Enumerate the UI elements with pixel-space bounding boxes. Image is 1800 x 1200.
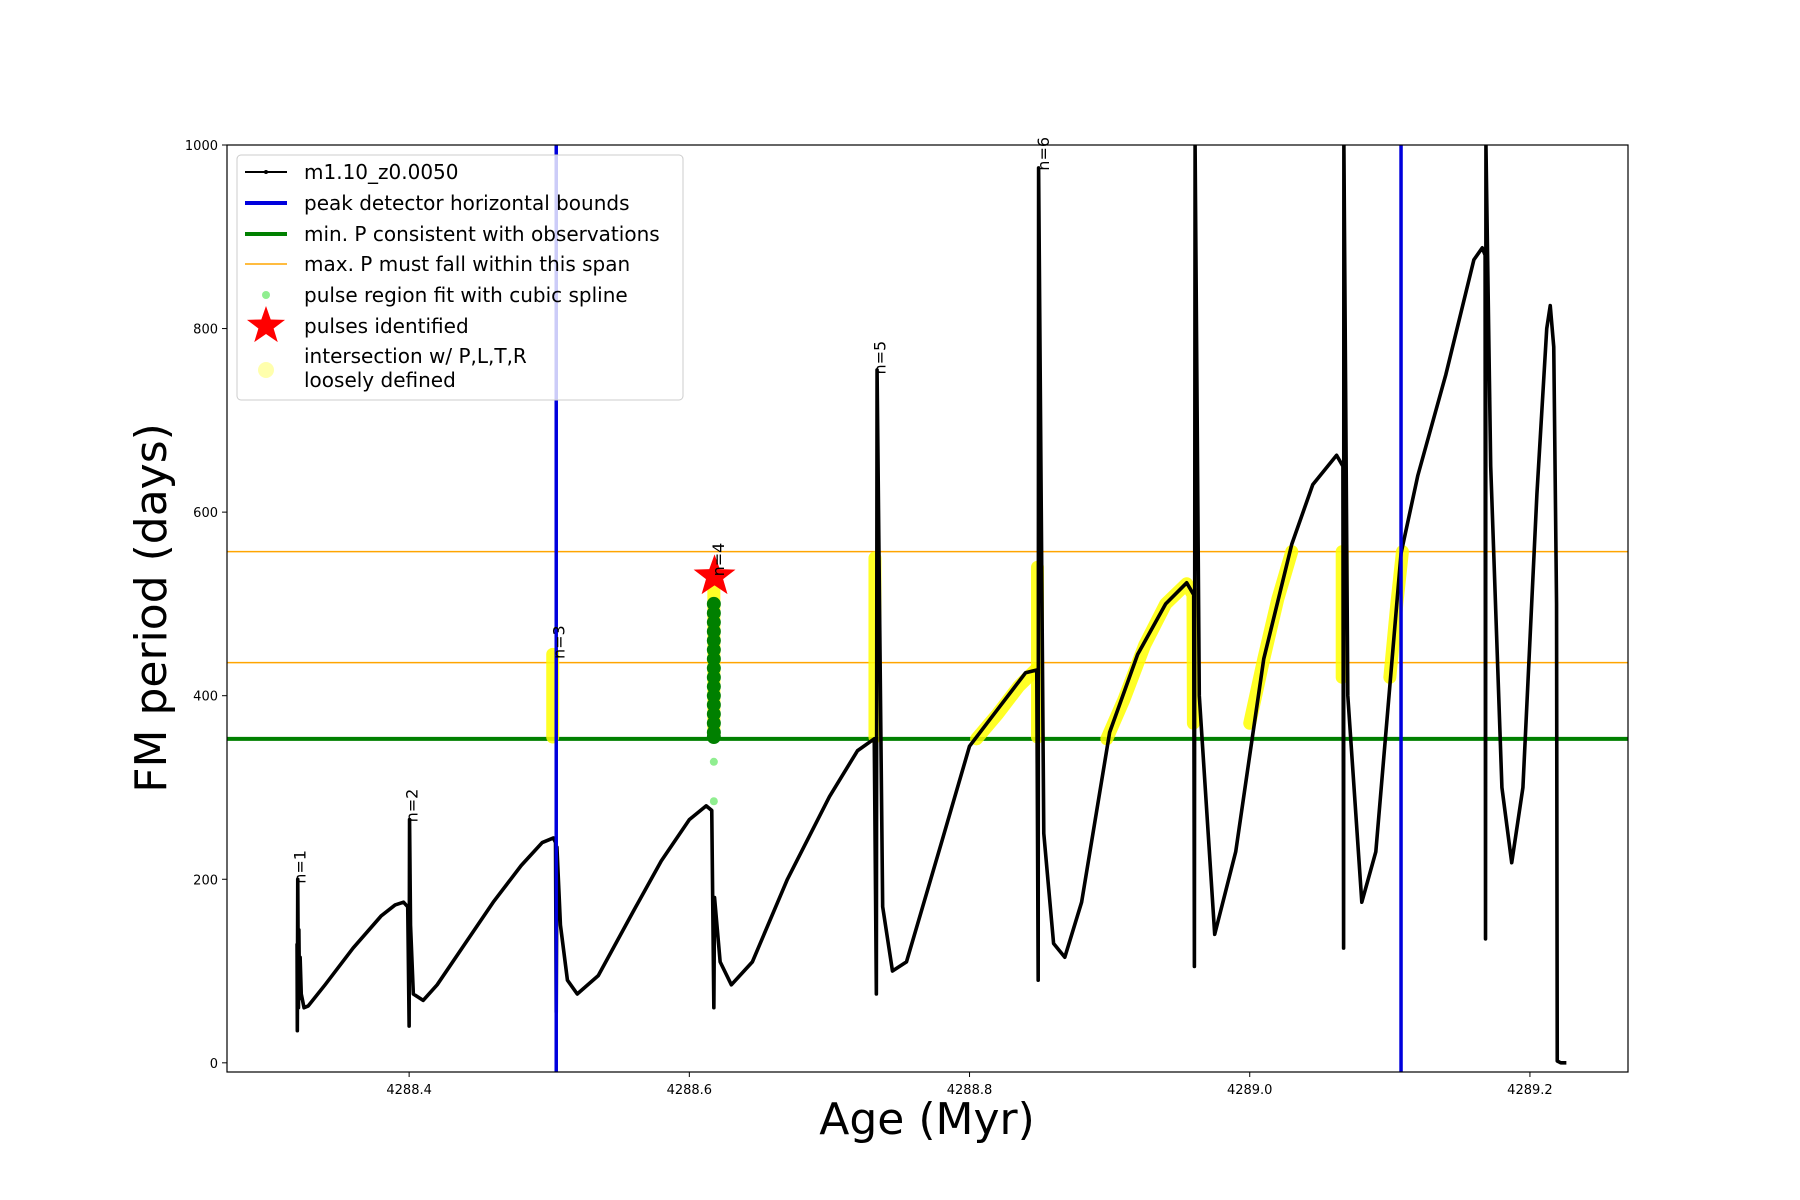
pulse-label-1: n=2 bbox=[403, 789, 422, 823]
legend-handle-4 bbox=[262, 291, 270, 299]
pulse-star-0 bbox=[693, 554, 736, 595]
legend-label-6: intersection w/ P,L,T,R bbox=[304, 344, 527, 368]
legend-label-4: pulse region fit with cubic spline bbox=[304, 283, 628, 307]
y-tick-label-1: 200 bbox=[193, 873, 218, 888]
legend-label-1: peak detector horizontal bounds bbox=[304, 191, 630, 215]
pulse-label-0: n=1 bbox=[291, 850, 310, 884]
x-axis-title: Age (Myr) bbox=[819, 1094, 1035, 1145]
pulse-label-5: n=6 bbox=[1034, 137, 1053, 171]
y-axis-title: FM period (days) bbox=[126, 423, 177, 793]
x-tick-label-0: 4288.4 bbox=[386, 1083, 432, 1098]
spline-point-15 bbox=[706, 729, 721, 744]
plot-area bbox=[227, 145, 1628, 1072]
y-tick-label-0: 0 bbox=[210, 1057, 218, 1072]
y-tick-label-5: 1000 bbox=[185, 139, 218, 154]
series-line-0 bbox=[295, 145, 1567, 1065]
legend-marker-0 bbox=[264, 170, 268, 174]
plot-frame bbox=[226, 144, 1629, 1073]
pulse-labels: n=1 n=2 n=3 n=4 n=5 n=6 bbox=[291, 137, 1053, 884]
y-tick-label-2: 400 bbox=[193, 690, 218, 705]
x-tick-label-2: 4288.8 bbox=[947, 1083, 993, 1098]
pulse-label-3: n=4 bbox=[709, 543, 728, 577]
legend-label-3: max. P must fall within this span bbox=[304, 252, 630, 276]
x-tick-label-3: 4289.0 bbox=[1227, 1083, 1273, 1098]
intersection-region-5 bbox=[1100, 577, 1200, 746]
legend-label-5: pulses identified bbox=[304, 314, 469, 338]
legend-label-2: min. P consistent with observations bbox=[304, 222, 660, 246]
legend-handle-5 bbox=[246, 306, 286, 343]
intersection-region-3 bbox=[970, 663, 1042, 746]
x-tick-label-4: 4289.2 bbox=[1507, 1083, 1553, 1098]
pulse-label-2: n=3 bbox=[550, 625, 569, 659]
pulse-label-4: n=5 bbox=[871, 341, 890, 375]
legend-label-0: m1.10_z0.0050 bbox=[304, 160, 459, 184]
legend-box bbox=[236, 154, 684, 401]
x-tick-label-1: 4288.6 bbox=[667, 1083, 713, 1098]
legend-handle-6 bbox=[258, 362, 274, 378]
y-tick-label-3: 600 bbox=[193, 506, 218, 521]
spline-point-17 bbox=[709, 797, 718, 806]
legend-label-6-line2: loosely defined bbox=[304, 368, 456, 392]
y-tick-label-4: 800 bbox=[193, 323, 218, 338]
axes: 4288.4 4288.6 4288.8 4289.0 4289.2 0 200 400 600… bbox=[185, 139, 1553, 1098]
spline-point-16 bbox=[709, 757, 718, 766]
